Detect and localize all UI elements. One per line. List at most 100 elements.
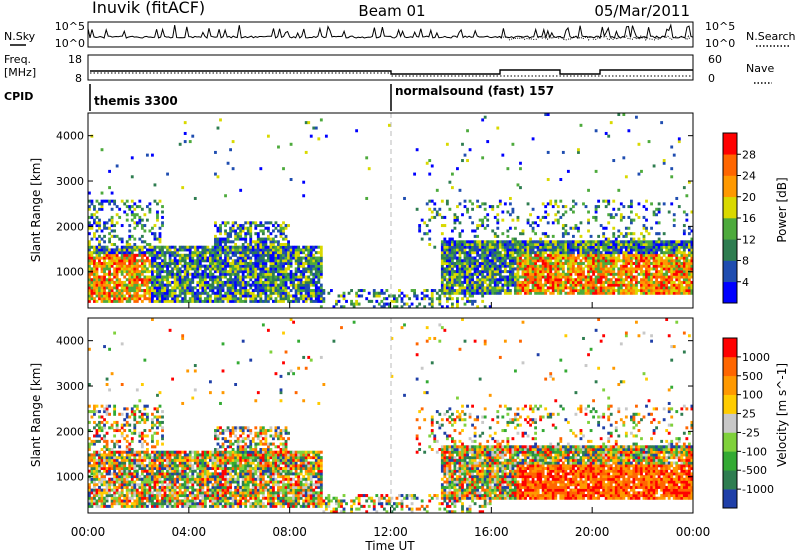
data-cell xyxy=(614,280,618,284)
data-cell xyxy=(534,251,538,255)
data-cell xyxy=(609,283,613,287)
data-cell xyxy=(597,286,601,290)
data-cell xyxy=(209,261,212,265)
data-cell xyxy=(670,289,674,293)
data-cell xyxy=(443,256,447,260)
data-cell xyxy=(622,234,626,238)
data-cell xyxy=(103,450,106,454)
data-cell xyxy=(234,283,238,287)
data-cell xyxy=(468,240,472,244)
data-cell xyxy=(289,272,293,276)
data-cell xyxy=(118,278,122,282)
data-cell xyxy=(128,496,132,500)
data-cell xyxy=(186,256,190,260)
data-cell xyxy=(95,410,99,414)
data-cell xyxy=(448,289,452,293)
data-cell xyxy=(440,270,444,274)
data-cell xyxy=(98,426,101,430)
data-cell xyxy=(206,272,210,276)
data-cell xyxy=(468,248,472,252)
data-cell xyxy=(451,253,454,257)
data-cell xyxy=(486,270,490,274)
data-cell xyxy=(219,237,222,241)
data-cell xyxy=(443,259,447,263)
data-cell xyxy=(418,229,422,233)
data-cell xyxy=(289,251,293,255)
data-cell xyxy=(496,126,500,130)
data-cell xyxy=(168,291,172,295)
data-cell xyxy=(564,240,568,244)
data-cell xyxy=(458,289,462,293)
data-cell xyxy=(481,256,485,260)
data-cell xyxy=(317,299,321,303)
data-cell xyxy=(481,270,485,274)
data-cell xyxy=(508,267,512,271)
data-cell xyxy=(503,267,507,271)
data-cell xyxy=(476,248,480,252)
data-cell xyxy=(687,248,691,252)
data-cell xyxy=(183,278,187,282)
data-cell xyxy=(587,256,590,260)
data-cell xyxy=(546,267,550,271)
data-cell xyxy=(145,278,149,282)
data-cell xyxy=(120,248,124,252)
data-cell xyxy=(254,270,258,274)
data-cell xyxy=(445,272,449,276)
data-cell xyxy=(629,245,633,249)
data-cell xyxy=(279,299,283,303)
data-cell xyxy=(471,207,474,211)
data-cell xyxy=(541,261,545,265)
data-cell xyxy=(456,167,459,171)
data-cell xyxy=(239,299,243,303)
data-cell xyxy=(287,278,290,282)
data-cell xyxy=(534,253,538,257)
data-cell xyxy=(687,243,691,247)
data-cell xyxy=(451,283,454,287)
data-cell xyxy=(574,202,578,206)
data-cell xyxy=(110,259,114,263)
data-cell xyxy=(536,267,540,271)
data-cell xyxy=(607,134,611,138)
data-cell xyxy=(133,245,137,249)
data-cell xyxy=(219,261,222,265)
data-cell xyxy=(145,289,149,293)
data-cell xyxy=(266,297,270,301)
data-cell xyxy=(178,299,182,303)
data-cell xyxy=(168,248,172,252)
data-cell xyxy=(128,205,132,209)
data-cell xyxy=(458,251,462,255)
data-cell xyxy=(526,256,530,260)
data-cell xyxy=(277,270,280,274)
data-cell xyxy=(614,272,618,276)
data-cell xyxy=(677,261,681,265)
data-cell xyxy=(183,283,187,287)
data-cell xyxy=(90,134,94,138)
data-cell xyxy=(249,245,253,249)
data-cell xyxy=(294,294,298,298)
data-cell xyxy=(312,261,316,265)
data-cell xyxy=(98,458,101,462)
data-cell xyxy=(277,245,280,249)
data-cell xyxy=(607,278,611,282)
data-cell xyxy=(266,286,270,290)
data-cell xyxy=(88,469,91,473)
data-cell xyxy=(125,289,129,293)
data-cell xyxy=(209,259,212,263)
data-cell xyxy=(463,286,467,290)
data-cell xyxy=(478,289,482,293)
data-cell xyxy=(143,283,147,287)
data-cell xyxy=(214,150,217,154)
data-cell xyxy=(123,475,127,479)
data-cell xyxy=(463,205,467,209)
data-cell xyxy=(113,442,117,446)
data-cell xyxy=(90,464,94,468)
data-cell xyxy=(287,275,290,279)
data-cell xyxy=(632,232,636,236)
data-cell xyxy=(496,240,500,244)
data-cell xyxy=(582,245,585,249)
data-cell xyxy=(103,469,106,473)
data-cell xyxy=(405,294,409,298)
data-cell xyxy=(592,283,595,287)
data-cell xyxy=(627,283,631,287)
data-cell xyxy=(536,280,540,284)
